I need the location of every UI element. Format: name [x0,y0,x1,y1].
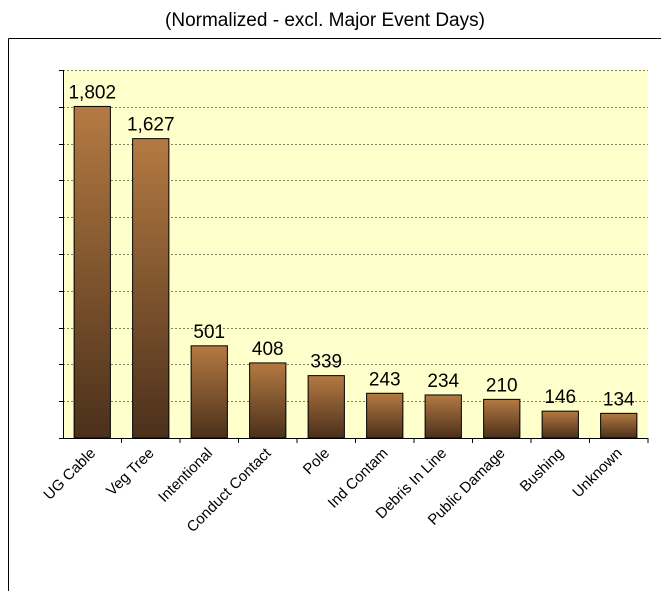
bar [541,410,579,439]
bar [249,362,287,439]
bar [132,138,170,439]
bar [73,105,111,439]
value-label: 1,627 [127,115,175,136]
x-tick-label: Veg Tree [103,445,157,499]
bar [190,345,228,439]
x-tick-label: Pole [300,445,333,478]
bar [483,398,521,439]
bar [307,375,345,439]
x-tick-label: UG Cable [40,445,99,504]
bar [424,394,462,439]
value-label: 210 [486,375,518,396]
value-label: 146 [544,387,576,408]
value-label: 234 [427,371,459,392]
value-label: 408 [252,339,284,360]
value-label: 339 [310,352,342,373]
value-label: 1,802 [68,82,116,103]
x-tick-label: Unknown [569,445,625,501]
value-label: 243 [369,369,401,390]
value-label: 134 [603,389,635,410]
bar [366,392,404,439]
bar [600,412,638,439]
x-tick-label: Intentional [155,445,216,506]
value-label: 501 [193,322,225,343]
x-tick-label: Bushing [517,445,567,495]
chart-title: (Normalized - excl. Major Event Days) [165,10,485,31]
